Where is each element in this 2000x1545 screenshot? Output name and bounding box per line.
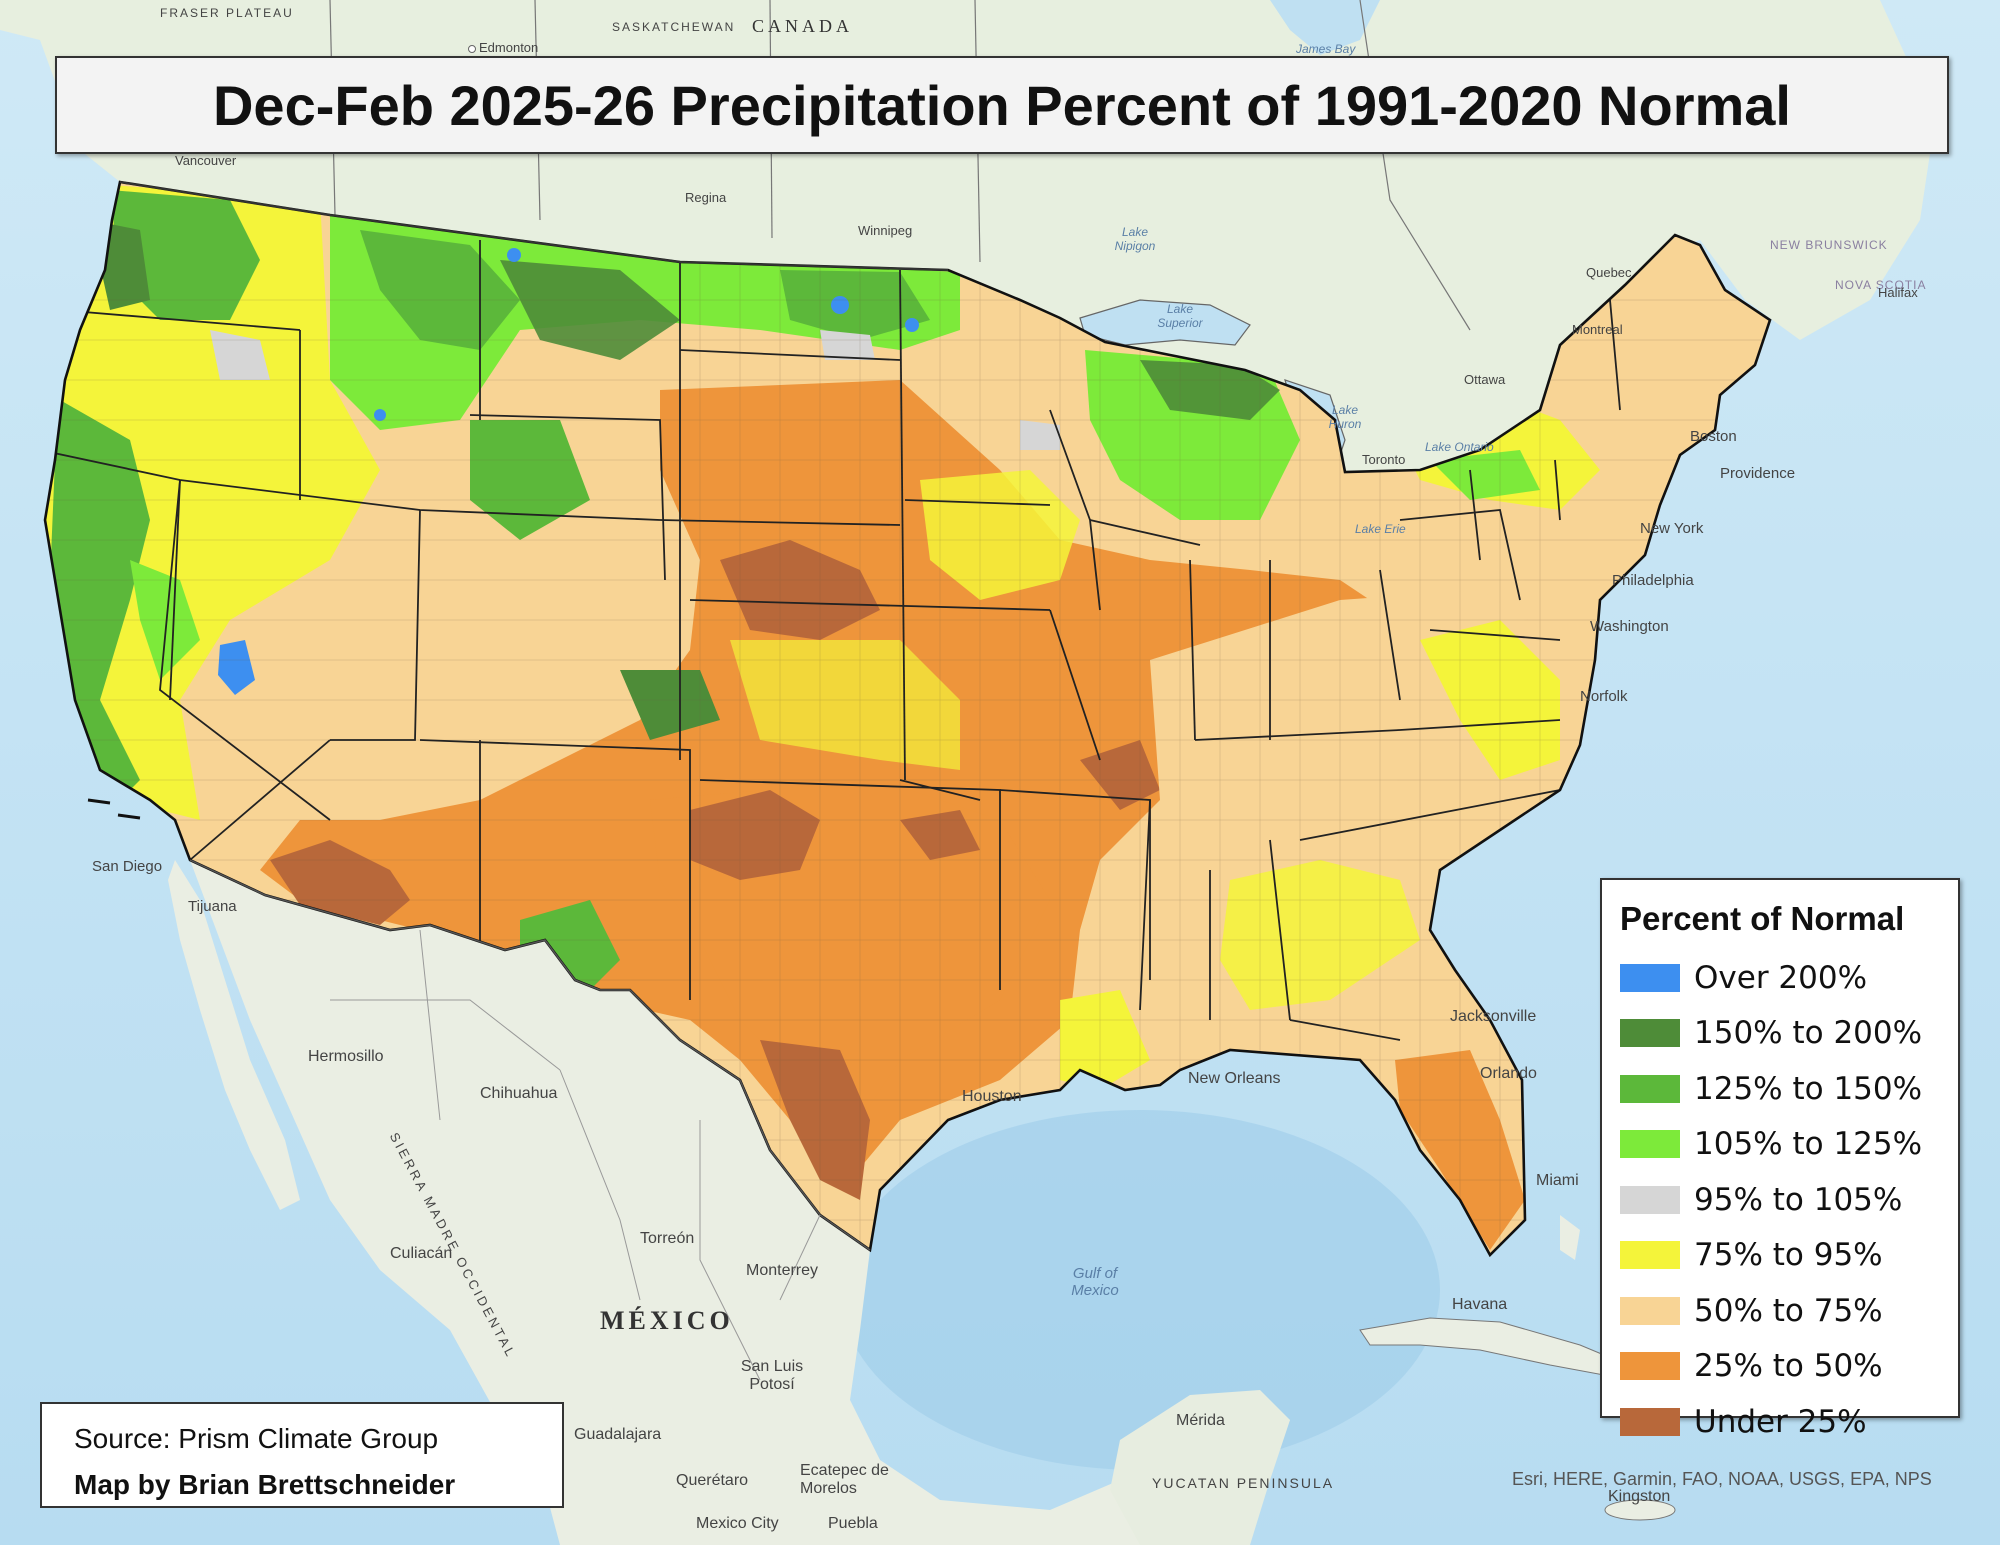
yucatan-land	[1110, 1390, 1290, 1545]
map-title: Dec-Feb 2025-26 Precipitation Percent of…	[212, 73, 1791, 137]
legend-swatch	[1620, 1296, 1680, 1325]
water-lake-superior: Lake Superior	[1157, 302, 1203, 330]
place-providence: Providence	[1720, 465, 1796, 482]
place-ottawa: Ottawa	[1464, 372, 1506, 387]
legend-swatch	[1620, 1185, 1680, 1214]
place-new-orleans: New Orleans	[1188, 1070, 1281, 1087]
place-mexico-city: Mexico City	[696, 1515, 779, 1532]
us-canada-border	[119, 181, 949, 271]
place-tijuana: Tijuana	[188, 898, 237, 915]
place-san-luis-potosi: San Luis Potosí	[740, 1358, 804, 1393]
gulf-deep-water	[840, 1110, 1440, 1470]
place-hermosillo: Hermosillo	[308, 1048, 384, 1065]
place-toronto: Toronto	[1362, 452, 1406, 467]
region-saskatchewan: SASKATCHEWAN	[612, 20, 736, 34]
james-bay	[1270, 0, 1380, 55]
basemap-attribution: Esri, HERE, Garmin, FAO, NOAA, USGS, EPA…	[1512, 1469, 1932, 1489]
place-havana: Havana	[1452, 1296, 1508, 1313]
place-houston: Houston	[962, 1088, 1022, 1105]
legend-item: Under 25%	[1620, 1394, 1942, 1450]
legend-label: 105% to 125%	[1694, 1126, 1923, 1163]
water-lake-huron: Lake Huron	[1328, 403, 1362, 431]
place-guadalajara: Guadalajara	[574, 1426, 662, 1443]
legend-swatch	[1620, 1074, 1680, 1103]
water-lake-nipigon: Lake Nipigon	[1114, 225, 1156, 253]
mexico-label: MÉXICO	[600, 1306, 734, 1335]
place-washington: Washington	[1590, 618, 1669, 635]
place-chihuahua: Chihuahua	[480, 1085, 558, 1102]
legend-item: 125% to 150%	[1620, 1061, 1942, 1117]
place-new-york: New York	[1640, 520, 1704, 537]
water-james-bay: James Bay	[1296, 42, 1356, 56]
legend-item: 150% to 200%	[1620, 1006, 1942, 1062]
legend-item: 105% to 125%	[1620, 1117, 1942, 1173]
place-winnipeg: Winnipeg	[858, 223, 913, 238]
place-montreal: Montreal	[1572, 322, 1623, 337]
legend-label: 95% to 105%	[1694, 1181, 1903, 1218]
us-mexico-border	[189, 859, 871, 1251]
place-philadelphia: Philadelphia	[1612, 572, 1694, 589]
legend-item: 75% to 95%	[1620, 1228, 1942, 1284]
region-yucatan: YUCATAN PENINSULA	[1152, 1475, 1335, 1491]
channel-islands	[87, 798, 141, 820]
place-puebla: Puebla	[828, 1515, 878, 1532]
place-merida: Mérida	[1176, 1412, 1225, 1429]
place-edmonton: Edmonton	[468, 40, 538, 55]
source-box: Source: Prism Climate Group Map by Brian…	[40, 1402, 564, 1508]
place-monterrey: Monterrey	[746, 1262, 819, 1279]
legend-item: Over 200%	[1620, 950, 1942, 1006]
mexico-state-lines	[330, 929, 821, 1381]
place-ecatepec: Ecatepec de Morelos	[800, 1462, 889, 1497]
water-lake-erie: Lake Erie	[1355, 522, 1406, 536]
place-miami: Miami	[1536, 1172, 1579, 1189]
legend-item: 95% to 105%	[1620, 1172, 1942, 1228]
place-orlando: Orlando	[1480, 1065, 1537, 1082]
region-new-brunswick: NEW BRUNSWICK	[1770, 238, 1888, 252]
legend-label: 50% to 75%	[1694, 1292, 1883, 1329]
legend-item: 25% to 50%	[1620, 1339, 1942, 1395]
legend-swatch	[1620, 1407, 1680, 1436]
legend-panel: Percent of Normal Over 200% 150% to 200%…	[1600, 878, 1960, 1440]
legend-swatch	[1620, 1352, 1680, 1381]
baja-california	[168, 860, 300, 1210]
legend-title: Percent of Normal	[1620, 900, 1905, 937]
place-regina: Regina	[685, 190, 727, 205]
county-grid	[45, 182, 1770, 1255]
credit-text: Map by Brian Brettschneider	[74, 1469, 456, 1500]
source-text: Source: Prism Climate Group	[74, 1423, 439, 1454]
place-torreon: Torreón	[640, 1230, 695, 1247]
legend-swatch	[1620, 963, 1680, 992]
legend-swatch	[1620, 1241, 1680, 1270]
bahamas-land	[1560, 1215, 1580, 1260]
legend-label: 25% to 50%	[1694, 1348, 1883, 1385]
legend-label: Under 25%	[1694, 1403, 1867, 1440]
water-gulf-of-mexico: Gulf of Mexico	[1071, 1265, 1119, 1299]
water-lake-ontario: Lake Ontario	[1425, 440, 1494, 454]
canada-label: CANADA	[752, 16, 854, 36]
place-boston: Boston	[1690, 428, 1737, 445]
place-norfolk: Norfolk	[1580, 688, 1628, 705]
legend-item: 50% to 75%	[1620, 1283, 1942, 1339]
state-boundaries	[45, 240, 1621, 1041]
place-jacksonville: Jacksonville	[1450, 1008, 1537, 1025]
place-halifax: Halifax	[1878, 285, 1918, 300]
legend-swatch	[1620, 1019, 1680, 1048]
place-culiacan: Culiacán	[390, 1245, 453, 1262]
jamaica-land	[1604, 1499, 1676, 1521]
place-kingston: Kingston	[1608, 1488, 1671, 1505]
region-fraser-plateau: FRASER PLATEAU	[160, 6, 294, 20]
legend-label: 150% to 200%	[1694, 1015, 1923, 1052]
mexico-land	[190, 860, 1290, 1545]
legend-label: 125% to 150%	[1694, 1070, 1923, 1107]
place-vancouver: Vancouver	[175, 153, 237, 168]
legend-label: 75% to 95%	[1694, 1237, 1883, 1274]
map-title-box: Dec-Feb 2025-26 Precipitation Percent of…	[55, 56, 1949, 154]
legend-swatch	[1620, 1130, 1680, 1159]
place-quebec: Quebec	[1586, 265, 1632, 280]
region-nova-scotia: NOVA SCOTIA	[1835, 278, 1927, 292]
legend-label: Over 200%	[1694, 959, 1868, 996]
place-san-diego: San Diego	[92, 858, 163, 875]
place-queretaro: Querétaro	[676, 1472, 749, 1489]
